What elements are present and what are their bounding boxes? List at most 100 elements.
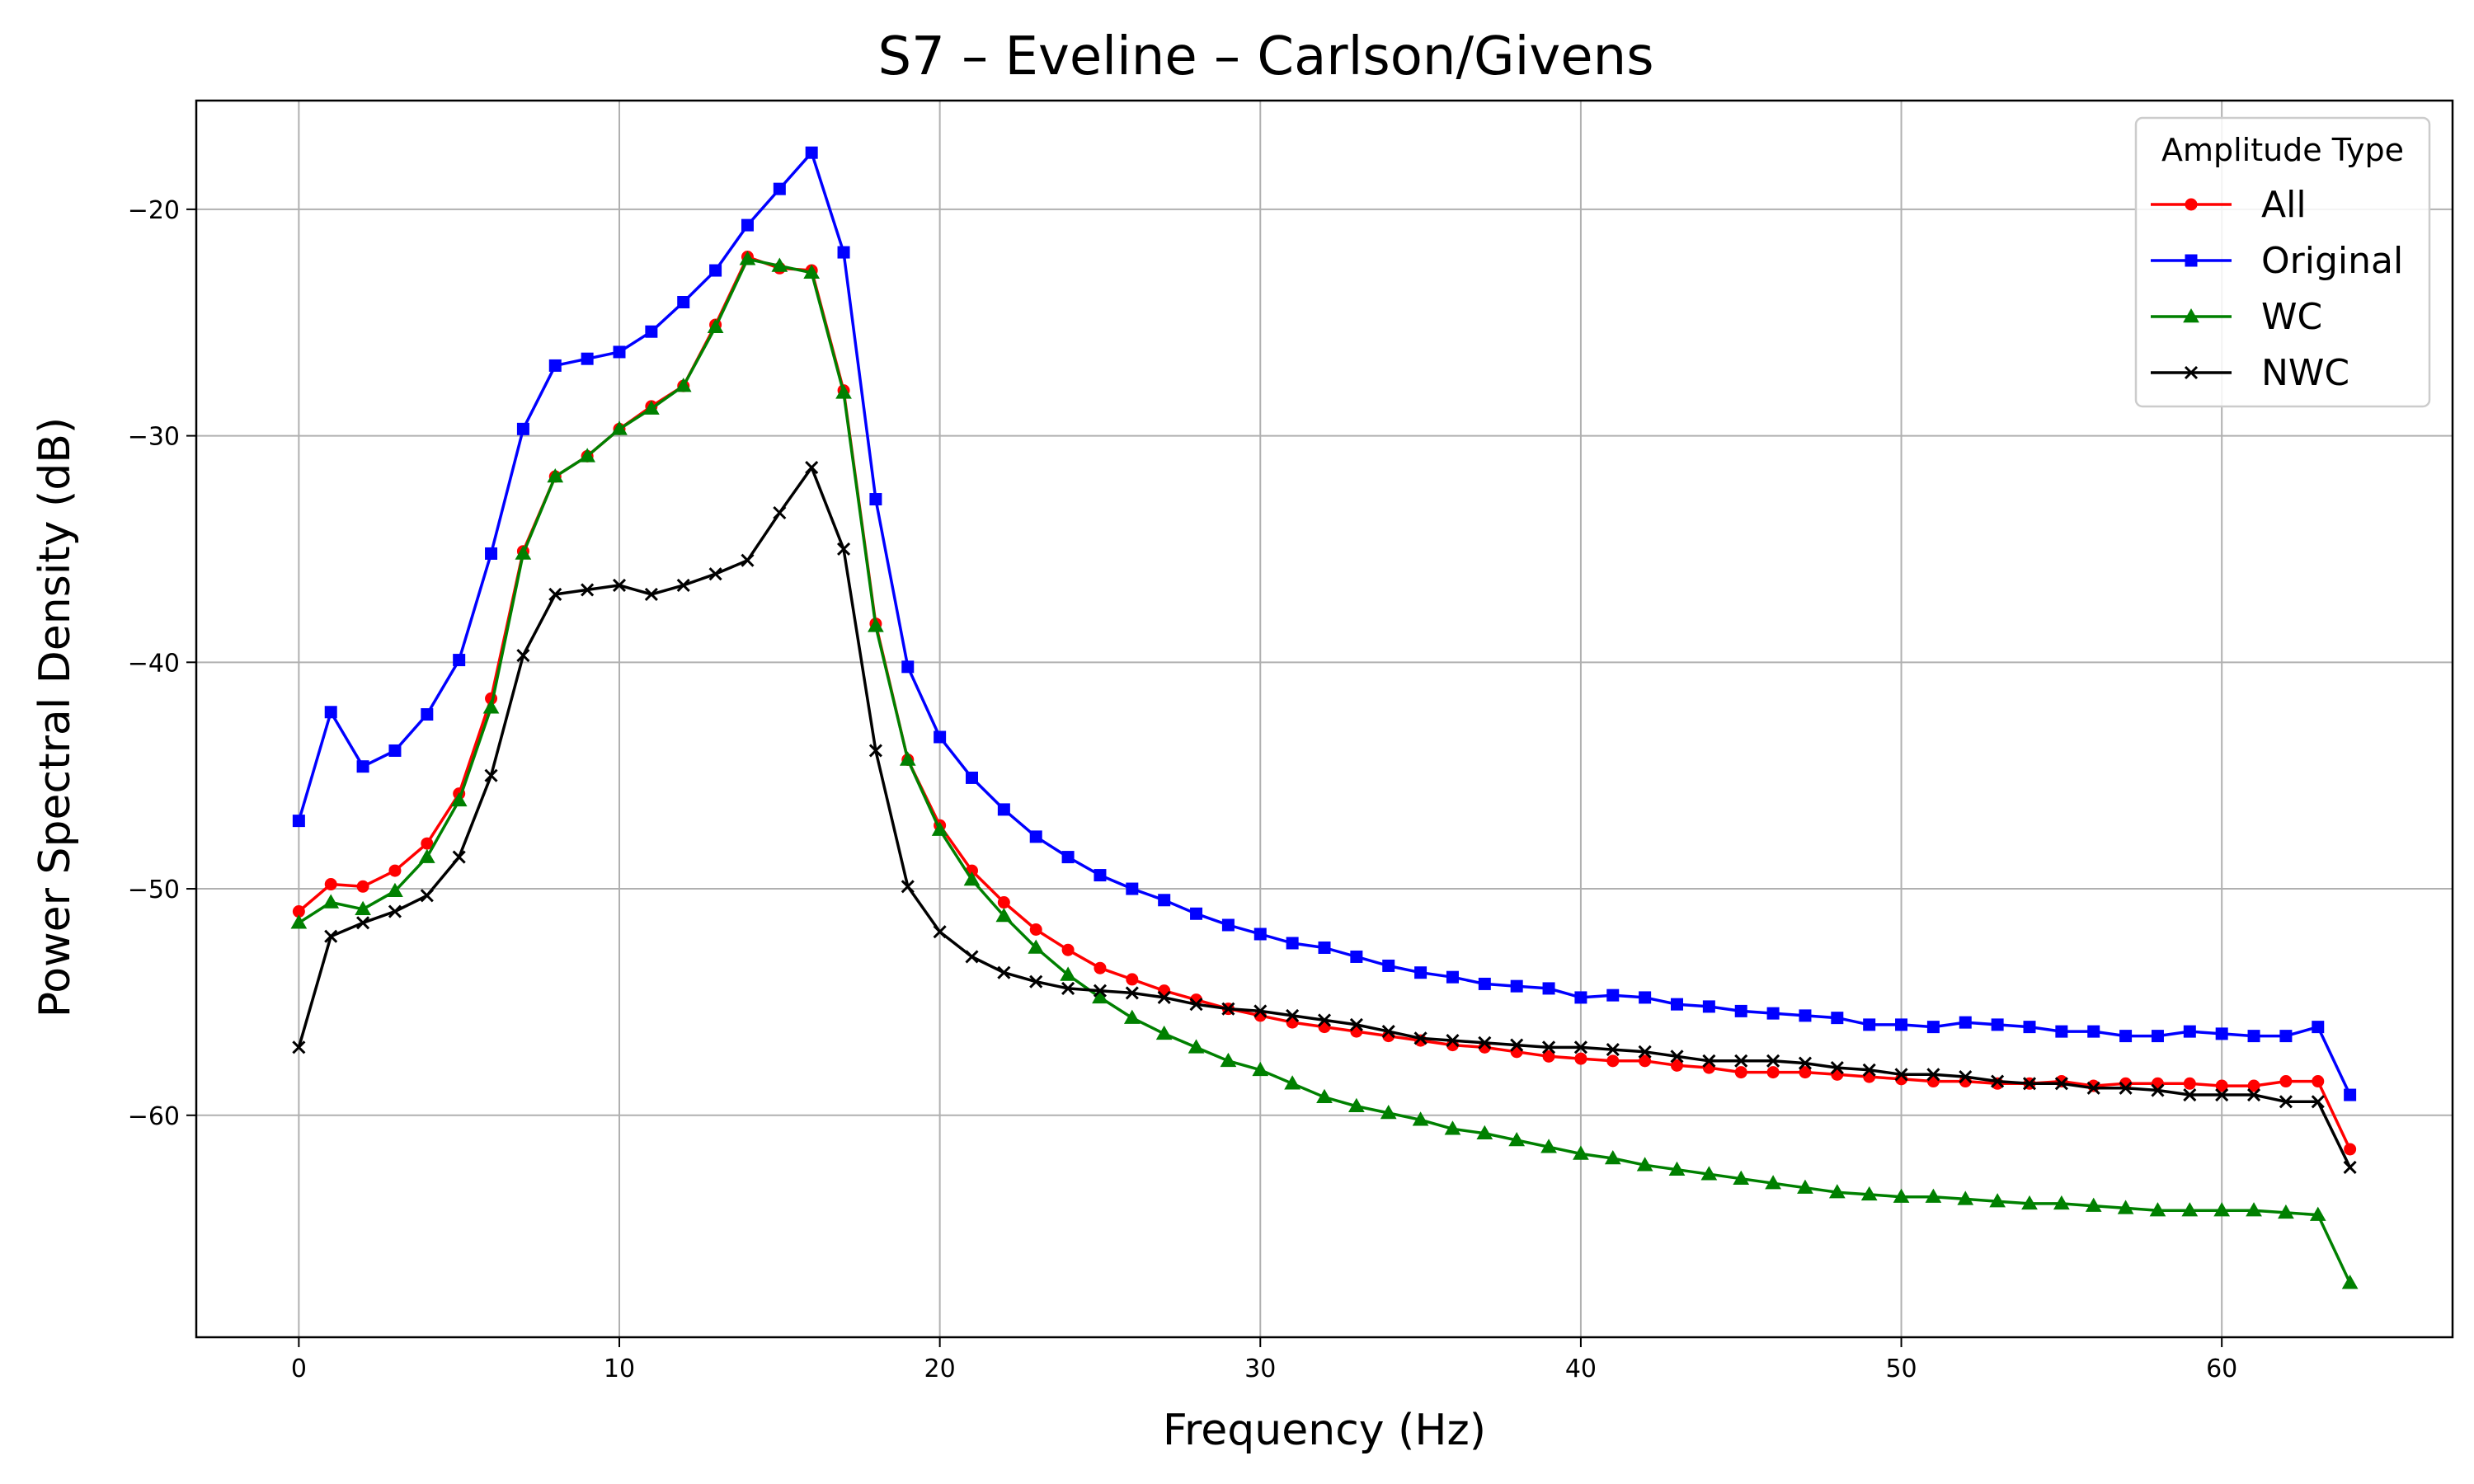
data-point-nwc <box>1606 1043 1620 1057</box>
x-marker-stroke <box>1189 998 1203 1012</box>
data-point-wc <box>1893 1188 1910 1203</box>
data-point-wc <box>1733 1170 1750 1185</box>
data-point-original <box>2247 1030 2260 1043</box>
data-point-all <box>2312 1075 2325 1088</box>
series-layer <box>290 146 2359 1289</box>
data-point-all <box>1061 943 1075 956</box>
x-marker-stroke <box>2054 1077 2068 1091</box>
data-point-original <box>1639 991 1652 1004</box>
data-point-original <box>1446 970 1459 984</box>
data-point-original <box>2312 1021 2325 1034</box>
legend-label-nwc: NWC <box>2261 352 2349 394</box>
data-point-nwc <box>1061 981 1075 995</box>
series-wc <box>290 251 2359 1289</box>
x-marker-stroke <box>2215 1087 2229 1102</box>
data-point-original <box>1510 979 1523 993</box>
data-point-all <box>1029 923 1042 936</box>
data-point-nwc <box>2311 1095 2325 1109</box>
x-marker-stroke <box>1894 1068 1908 1082</box>
data-point-original <box>1766 1007 1780 1020</box>
data-point-nwc <box>2022 1077 2037 1091</box>
data-point-nwc <box>836 542 851 556</box>
x-tick-label: 30 <box>1244 1355 1276 1383</box>
x-marker-stroke <box>676 578 690 592</box>
data-point-original <box>1029 830 1042 843</box>
data-point-nwc <box>1862 1063 1876 1077</box>
data-point-all <box>1542 1050 1555 1063</box>
legend-entry-all: All <box>2151 184 2307 226</box>
x-tick-label: 0 <box>291 1355 307 1383</box>
data-point-original <box>1702 1000 1715 1013</box>
data-point-original <box>1574 991 1587 1004</box>
data-point-nwc <box>1317 1013 1332 1027</box>
data-point-nwc <box>901 880 915 894</box>
data-point-nwc <box>1381 1025 1395 1039</box>
legend-marker-nwc <box>2184 365 2199 380</box>
x-marker-stroke <box>1766 1054 1780 1068</box>
data-point-nwc <box>1541 1040 1556 1054</box>
data-point-wc <box>1700 1166 1718 1181</box>
data-point-original <box>1190 907 1203 920</box>
x-marker-stroke <box>1349 1017 1363 1031</box>
data-point-all <box>324 878 337 891</box>
data-point-original <box>1382 959 1395 972</box>
legend-title: Amplitude Type <box>2161 132 2404 168</box>
data-point-original <box>1799 1009 1812 1022</box>
x-marker-stroke <box>2246 1087 2261 1102</box>
x-marker-stroke <box>581 583 595 597</box>
data-point-wc <box>835 384 852 399</box>
data-point-original <box>1061 851 1075 864</box>
data-point-original <box>2055 1025 2068 1038</box>
data-point-original <box>1478 977 1491 990</box>
data-point-wc <box>2181 1202 2199 1217</box>
data-point-wc <box>803 264 821 279</box>
x-marker-stroke <box>2119 1081 2133 1095</box>
data-point-original <box>1959 1016 1972 1029</box>
data-point-nwc <box>1029 974 1043 989</box>
x-marker-stroke <box>1959 1070 1973 1084</box>
data-point-original <box>837 246 850 259</box>
data-point-original <box>1414 966 1427 979</box>
data-point-nwc <box>2183 1087 2197 1102</box>
data-point-wc <box>355 900 371 916</box>
y-tick-label: −50 <box>128 876 180 904</box>
data-point-wc <box>675 378 692 392</box>
x-marker-stroke <box>1926 1068 1940 1082</box>
data-point-nwc <box>708 567 722 581</box>
data-point-wc <box>1573 1145 1589 1160</box>
data-point-nwc <box>2054 1077 2068 1091</box>
legend-box <box>2134 116 2431 408</box>
data-point-nwc <box>1894 1068 1908 1082</box>
data-point-nwc <box>1286 1008 1300 1022</box>
data-point-original <box>741 218 754 232</box>
data-point-original <box>1094 869 1107 882</box>
data-point-nwc <box>2119 1081 2133 1095</box>
x-marker-stroke <box>644 587 658 601</box>
data-point-wc <box>2213 1202 2231 1217</box>
data-point-nwc <box>2086 1081 2100 1095</box>
x-marker-stroke <box>1381 1025 1395 1039</box>
data-point-original <box>548 359 562 372</box>
data-point-nwc <box>2215 1087 2229 1102</box>
x-marker-stroke <box>2184 365 2199 380</box>
data-point-wc <box>963 871 981 886</box>
x-marker-stroke <box>1734 1054 1748 1068</box>
x-axis-label: Frequency (Hz) <box>1163 1406 1486 1455</box>
data-point-original <box>2119 1030 2133 1043</box>
data-point-original <box>613 345 626 359</box>
y-axis-label: Power Spectral Density (dB) <box>31 417 80 1017</box>
series-nwc <box>292 460 2357 1175</box>
data-point-nwc <box>1926 1068 1940 1082</box>
x-marker-stroke <box>1446 1034 1460 1048</box>
data-point-nwc <box>1189 998 1203 1012</box>
data-point-wc <box>418 848 435 863</box>
data-point-all <box>997 896 1010 909</box>
data-point-original <box>2151 1030 2164 1043</box>
x-marker-stroke <box>356 916 370 930</box>
data-point-wc <box>387 882 403 898</box>
data-point-nwc <box>773 505 787 520</box>
x-marker-stroke <box>965 950 979 964</box>
data-point-original <box>292 815 305 828</box>
data-point-nwc <box>1638 1045 1652 1059</box>
x-marker-stroke <box>2151 1083 2165 1097</box>
